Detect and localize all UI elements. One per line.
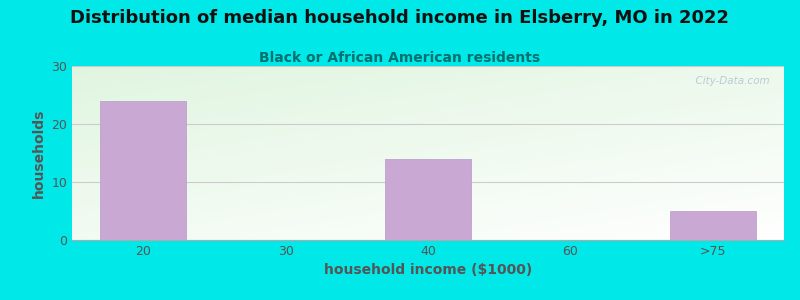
Bar bbox=[670, 211, 755, 240]
Text: City-Data.com: City-Data.com bbox=[689, 76, 770, 86]
Text: Distribution of median household income in Elsberry, MO in 2022: Distribution of median household income … bbox=[70, 9, 730, 27]
Bar bbox=[101, 101, 186, 240]
Text: Black or African American residents: Black or African American residents bbox=[259, 51, 541, 65]
X-axis label: household income ($1000): household income ($1000) bbox=[324, 263, 532, 278]
Y-axis label: households: households bbox=[32, 108, 46, 198]
Bar bbox=[386, 159, 470, 240]
